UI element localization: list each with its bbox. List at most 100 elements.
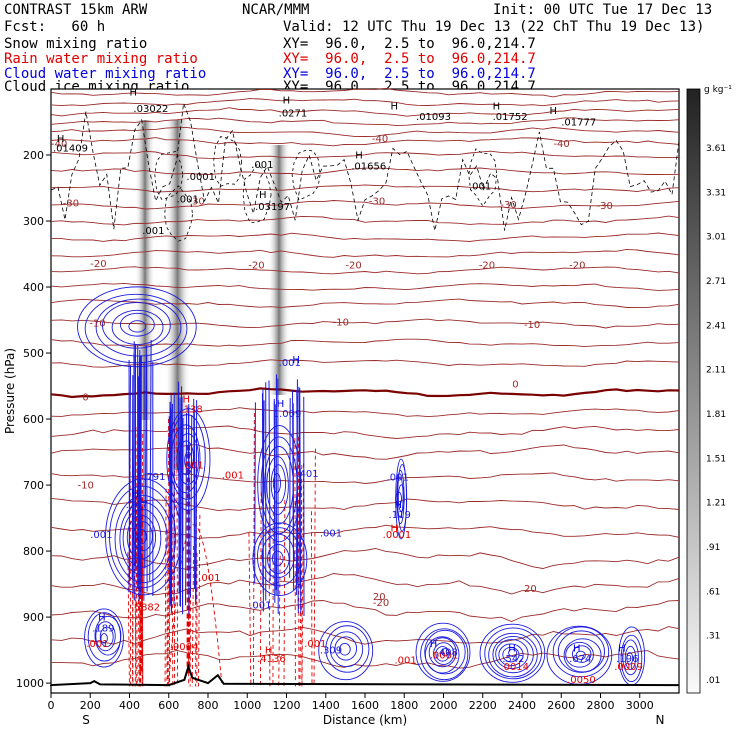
cloud-water-contour [176,433,200,485]
maximum-marker: H [508,643,516,654]
colorbar-scale [686,88,701,694]
maximum-marker: H [292,355,300,366]
cloud-water-contour [193,398,195,589]
cloud-water-contour [552,626,610,678]
rain-label: .4136 [257,654,286,665]
x-tick-label: 2000 [430,699,458,712]
cloud-water-contour [318,621,374,681]
colorbar-label: .31 [706,632,720,642]
isotherm-line [50,298,680,309]
cloud-water-label: .001 [387,472,409,483]
isotherm-label: -10 [77,480,93,491]
rain-label: .0001 [383,530,412,541]
field-xy-snow: XY= 96.0, 2.5 to 96.0,214.7 [283,36,536,52]
isotherm-line [51,232,680,242]
isotherm-label: -20 [345,261,361,272]
isotherm-line [50,266,680,275]
cloud-water-label: .408 [436,647,458,658]
cloud-water-contour [136,528,147,545]
colorbar-label: 2.71 [706,277,726,287]
isotherm-label: -40 [553,139,569,150]
y-tick-label: 1000 [16,677,44,690]
cloud-water-contour [396,469,405,525]
rain-label: .001 [222,470,244,481]
cloud-water-contour [87,612,122,662]
cloud-water-contour [415,622,471,682]
maximum-marker: H [549,106,557,117]
cloud-ice-contour [242,163,272,224]
isotherm-line [50,107,680,117]
field-name-cloud: Cloud water mixing ratio [4,66,207,82]
cloud-water-contour [292,390,295,590]
rain-contour [171,485,174,687]
cloud-water-contour [339,643,351,656]
rain-contour [176,427,179,687]
maximum-marker: H [394,500,402,511]
cloud-water-contour [144,345,147,569]
terrain-line [50,663,680,687]
cloud-water-contour [187,407,190,615]
isotherm-line [50,282,680,291]
rain-contour [195,438,198,687]
cloud-ice-label: .0001 [186,172,215,183]
x-tick-label: 200 [80,699,101,712]
rain-label: .0001 [430,651,459,662]
cloud-ice-label: .0271 [279,109,308,120]
isotherm-label: -10 [524,320,540,331]
isotherm-line [50,626,680,645]
isotherm-zero [50,387,680,399]
maximum-marker: H [131,489,139,500]
isotherm-label: 0 [82,393,88,404]
cloud-water-contour [185,412,188,606]
maximum-marker: H [182,395,190,406]
cloud-water-label: .309 [320,645,342,656]
colorbar-label: 3.31 [706,188,726,198]
x-tick-label: 600 [158,699,179,712]
cloud-water-label: .542 [502,654,524,665]
cloud-water-label: .119 [389,510,411,521]
isotherm-label: -30 [63,198,79,209]
cloud-water-contour [84,608,124,668]
cloud-water-contour [252,522,308,596]
isotherm-label: -20 [373,598,389,609]
cloud-ice-label: .01093 [416,112,451,123]
cloud-water-contour [170,403,173,614]
cloud-water-contour [84,293,188,364]
cloud-water-contour [177,381,180,594]
y-tick-label: 300 [23,215,44,228]
y-axis-title: Pressure (hPa) [3,348,17,434]
maximum-marker: H [98,612,106,623]
rain-label: .001 [182,461,204,472]
cloud-water-contour [329,631,364,668]
rain-contour [164,488,167,687]
y-tick-label: 900 [23,611,44,624]
header-valid: Valid: 12 UTC Thu 19 Dec 13 (22 ChT Thu … [283,19,705,35]
colorbar-label: 2.11 [706,366,726,376]
cloud-water-contour [178,397,181,584]
colorbar-label: 3.61 [706,144,726,154]
rain-label: .001 [394,655,416,666]
colorbar-label: 2.41 [706,321,726,331]
x-tick-label: 1200 [273,699,301,712]
cloud-water-contour [190,415,193,598]
isotherm-label: 20 [524,584,537,595]
cloud-water-contour [77,286,197,368]
y-tick-label: 600 [23,413,44,426]
cloud-water-contour [122,508,162,568]
isotherm-line [50,127,680,137]
rain-contour [129,443,132,687]
rain-contour [294,438,296,687]
y-tick-label: 800 [23,545,44,558]
maximum-marker: H [277,399,285,410]
rain-contour [191,545,195,687]
cloud-water-label: .674 [569,654,591,665]
maximum-marker: H [265,645,273,656]
cloud-ice-label: .03197 [255,202,290,213]
isotherm-line [50,318,680,329]
cloud-ice-label: .01752 [493,112,528,123]
isotherm-line [50,600,680,622]
cloud-water-contour [289,398,291,578]
cloud-water-label: .196 [616,654,638,665]
header-fcst: Fcst: 60 h [4,19,106,35]
cloud-ice-label: .03022 [133,104,168,115]
